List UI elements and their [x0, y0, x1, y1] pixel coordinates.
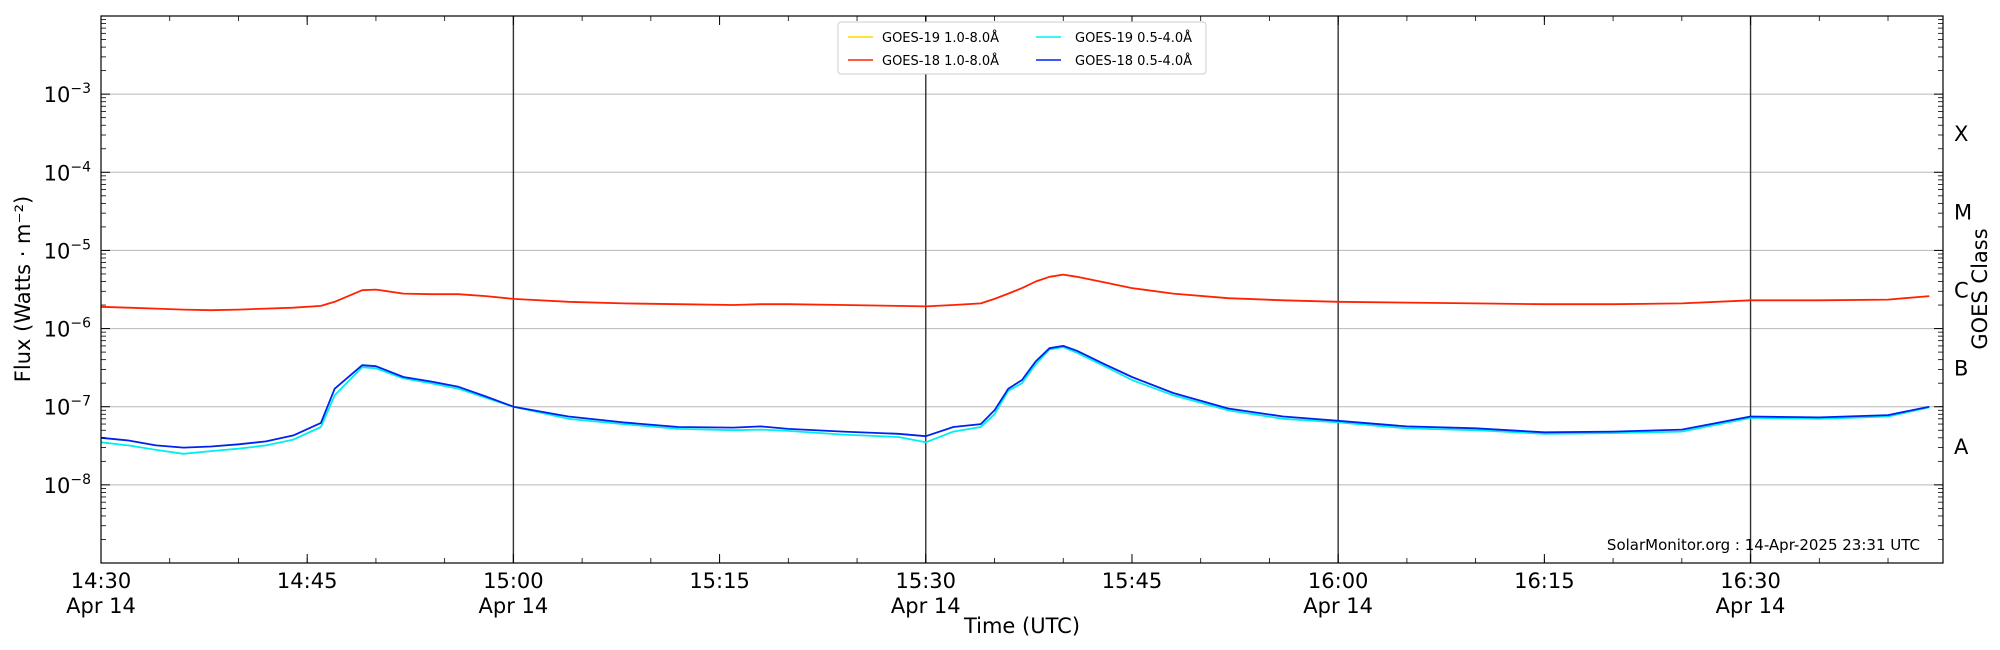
- goes-class-label: A: [1954, 435, 1969, 459]
- y-tick-exponent: −3: [70, 81, 91, 97]
- plot-frame: [100, 15, 1944, 564]
- x-tick-date-label: Apr 14: [66, 594, 136, 618]
- x-tick-label: 15:15: [689, 569, 750, 593]
- x-tick-label: 15:45: [1102, 569, 1163, 593]
- date-boundary-lines: [512, 16, 1752, 563]
- x-axis-label: Time (UTC): [963, 614, 1080, 638]
- legend: GOES-19 1.0-8.0Å GOES-18 1.0-8.0Å GOES-1…: [837, 21, 1207, 75]
- x-tick-date-label: Apr 14: [479, 594, 549, 618]
- y-tick-base: 10: [44, 318, 71, 342]
- legend-label-goes18-short: GOES-18 0.5-4.0Å: [1075, 53, 1192, 69]
- y-tick-base: 10: [44, 239, 71, 263]
- y-axis-label: Flux (Watts · m⁻²): [11, 196, 35, 382]
- y-tick-label: 10−7: [44, 394, 91, 420]
- x-tick-label: 16:30: [1720, 569, 1781, 593]
- legend-label-goes19-long: GOES-19 1.0-8.0Å: [882, 30, 999, 46]
- y-tick-exponent: −5: [70, 237, 91, 253]
- data-series: [100, 273, 1930, 455]
- y-tick-exponent: −6: [70, 316, 91, 332]
- goes-class-label: C: [1954, 279, 1969, 303]
- gridlines: [101, 93, 1943, 486]
- goes-class-labels: A B C M X: [1954, 122, 1972, 459]
- x-tick-label: 16:00: [1308, 569, 1369, 593]
- goes-class-label: X: [1954, 122, 1968, 146]
- goes-class-label: M: [1954, 200, 1972, 224]
- y-tick-label: 10−6: [44, 316, 91, 342]
- y-tick-base: 10: [44, 396, 71, 420]
- series-goes18-long: [100, 273, 1930, 312]
- legend-box: [837, 21, 1207, 75]
- series-goes18-short: [100, 344, 1930, 449]
- y-tick-exponent: −7: [70, 394, 91, 410]
- y-tick-exponent: −4: [70, 159, 91, 175]
- y-axis-tick-labels: 10−810−710−610−510−410−3: [44, 81, 91, 498]
- goes-class-label: B: [1954, 357, 1968, 381]
- x-tick-label: 14:30: [71, 569, 132, 593]
- x-tick-label: 16:15: [1514, 569, 1575, 593]
- y2-axis-label: GOES Class: [1968, 228, 1992, 349]
- legend-label-goes19-short: GOES-19 0.5-4.0Å: [1075, 30, 1192, 46]
- y-tick-base: 10: [44, 161, 71, 185]
- y-tick-label: 10−5: [44, 237, 91, 263]
- series-goes19-short: [100, 346, 1930, 455]
- axis-ticks: [100, 16, 1943, 563]
- x-tick-date-label: Apr 14: [1303, 594, 1373, 618]
- x-tick-date-label: Apr 14: [891, 594, 961, 618]
- legend-label-goes18-long: GOES-18 1.0-8.0Å: [882, 53, 999, 69]
- solarmonitor-watermark: SolarMonitor.org : 14-Apr-2025 23:31 UTC: [1607, 536, 1920, 554]
- y-tick-label: 10−4: [44, 159, 91, 185]
- x-tick-label: 14:45: [277, 569, 338, 593]
- y-tick-exponent: −8: [70, 472, 91, 488]
- y-tick-label: 10−8: [44, 472, 91, 498]
- x-tick-label: 15:30: [896, 569, 957, 593]
- x-tick-date-label: Apr 14: [1716, 594, 1786, 618]
- y-tick-base: 10: [44, 474, 71, 498]
- y-tick-base: 10: [44, 83, 71, 107]
- y-tick-label: 10−3: [44, 81, 91, 107]
- x-tick-label: 15:00: [483, 569, 544, 593]
